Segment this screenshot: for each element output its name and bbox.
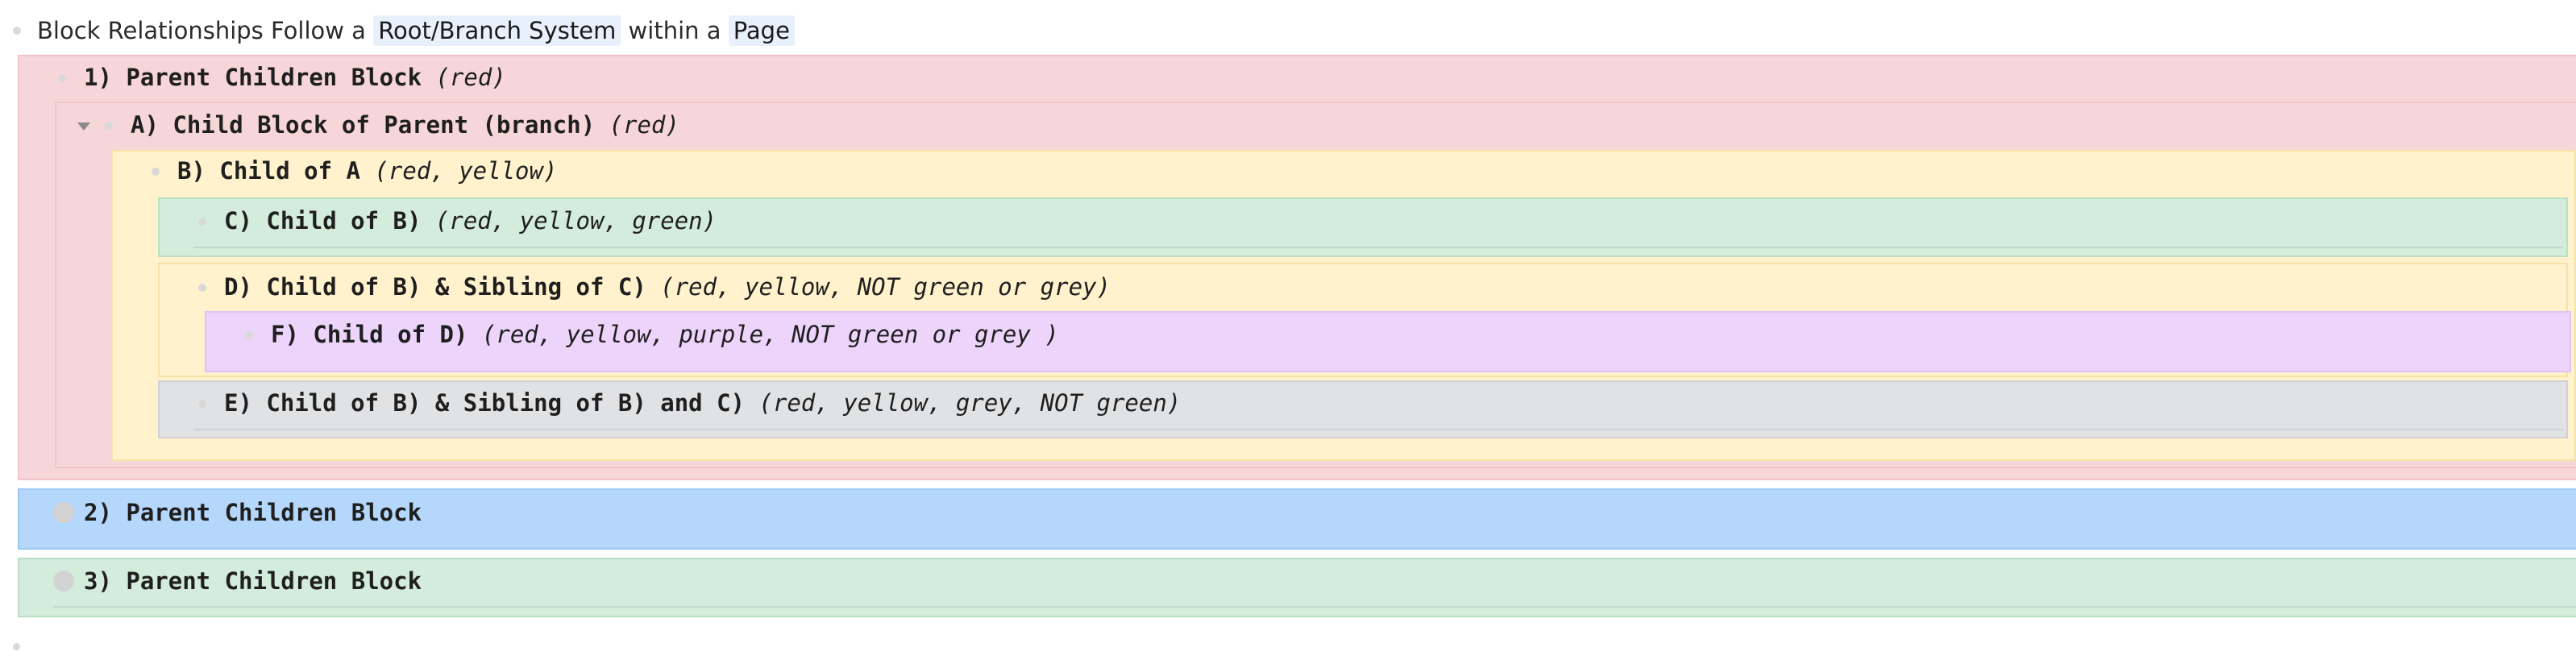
- block-a-label: A) Child Block of Parent (branch): [131, 111, 596, 139]
- block-d-text[interactable]: D) Child of B) & Sibling of C) (red, yel…: [224, 271, 1111, 303]
- block-3-bullet[interactable]: [53, 571, 74, 592]
- title-prefix: Block Relationships Follow a: [37, 17, 374, 44]
- block-a-text[interactable]: A) Child Block of Parent (branch) (red): [131, 109, 679, 141]
- block-d-note: (red, yellow, NOT green or grey): [660, 273, 1111, 301]
- block-f-note: (red, yellow, purple, NOT green or grey …: [481, 321, 1059, 348]
- empty-block-bullet[interactable]: [13, 643, 20, 650]
- block-e-label: E) Child of B) & Sibling of B) and C): [224, 389, 746, 417]
- collapse-caret-icon[interactable]: [77, 122, 90, 131]
- block-2-label: 2) Parent Children Block: [84, 499, 422, 526]
- block-f-label: F) Child of D): [271, 321, 468, 348]
- block-1-bullet[interactable]: [58, 74, 66, 82]
- block-2-text[interactable]: 2) Parent Children Block: [84, 496, 422, 529]
- block-f-text[interactable]: F) Child of D) (red, yellow, purple, NOT…: [271, 318, 1059, 351]
- block-2-bullet[interactable]: [53, 502, 74, 523]
- block-e-bullet[interactable]: [198, 400, 206, 408]
- block-e-divider: [193, 429, 2563, 430]
- block-b-label: B) Child of A: [177, 157, 360, 185]
- block-b-bullet[interactable]: [152, 168, 160, 176]
- block-c-note: (red, yellow, green): [434, 207, 717, 235]
- block-f-purple[interactable]: [205, 311, 2571, 372]
- block-1-text[interactable]: 1) Parent Children Block (red): [84, 61, 506, 93]
- block-c-divider: [193, 247, 2563, 248]
- block-c-label: C) Child of B): [224, 207, 422, 235]
- block-c-text[interactable]: C) Child of B) (red, yellow, green): [224, 205, 717, 237]
- page-heading-block[interactable]: Block Relationships Follow a Root/Branch…: [37, 13, 795, 48]
- block-3-text[interactable]: 3) Parent Children Block: [84, 565, 422, 597]
- block-1-note: (red): [435, 64, 506, 91]
- block-c-green[interactable]: [158, 197, 2568, 257]
- block-3-label: 3) Parent Children Block: [84, 567, 422, 595]
- block-e-note: (red, yellow, grey, NOT green): [758, 389, 1182, 417]
- block-b-text[interactable]: B) Child of A (red, yellow): [177, 155, 557, 187]
- page-ref-page[interactable]: Page: [728, 15, 795, 46]
- block-e-grey[interactable]: [158, 380, 2568, 438]
- page-ref-root-branch[interactable]: Root/Branch System: [373, 15, 621, 46]
- title-middle: within a: [621, 17, 729, 44]
- block-a-bullet[interactable]: [105, 122, 113, 130]
- block-3-parent-green[interactable]: [18, 558, 2576, 617]
- block-1-label: 1) Parent Children Block: [84, 64, 422, 91]
- block-a-note: (red): [609, 111, 679, 139]
- block-d-bullet[interactable]: [198, 284, 206, 292]
- title-bullet[interactable]: [13, 27, 21, 35]
- block-b-note: (red, yellow): [374, 157, 558, 185]
- block-c-bullet[interactable]: [198, 218, 206, 226]
- block-d-label: D) Child of B) & Sibling of C): [224, 273, 646, 301]
- block-e-text[interactable]: E) Child of B) & Sibling of B) and C) (r…: [224, 387, 1181, 419]
- block-f-bullet[interactable]: [245, 331, 253, 339]
- block-3-divider: [53, 606, 2576, 608]
- block-2-parent-blue[interactable]: [18, 488, 2576, 550]
